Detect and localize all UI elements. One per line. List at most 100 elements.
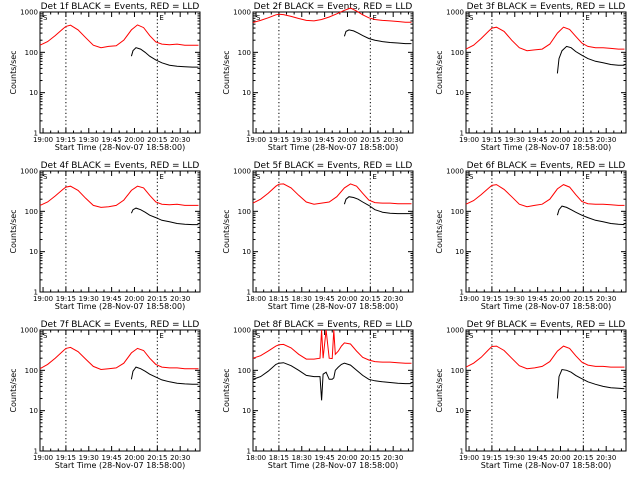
x-tick-label: 19:15 <box>269 136 289 144</box>
y-tick-label: 10 <box>242 407 251 415</box>
x-tick-label: 19:30 <box>79 454 99 462</box>
x-tick-label: 18:30 <box>292 454 312 462</box>
y-tick-label: 1 <box>460 448 464 456</box>
x-tick-label: 20:00 <box>550 454 570 462</box>
y-axis-label: Counts/sec <box>435 368 444 412</box>
x-tick-label: 19:30 <box>292 136 312 144</box>
time-marker-label: S <box>43 173 48 181</box>
x-tick-label: 19:45 <box>102 136 122 144</box>
series-lld <box>39 24 199 49</box>
x-tick-label: 20:30 <box>383 454 403 462</box>
y-axis-label: Counts/sec <box>9 209 18 253</box>
series-lld <box>39 185 199 208</box>
panel-title: Det 4f BLACK = Events, RED = LLD <box>41 161 200 171</box>
time-marker-label: E <box>159 332 163 340</box>
x-tick-label: 20:30 <box>383 295 403 303</box>
series-events <box>252 362 412 401</box>
y-tick-label: 1000 <box>446 9 464 17</box>
y-tick-label: 10 <box>242 89 251 97</box>
y-tick-label: 1 <box>247 130 251 138</box>
plot-frame <box>252 11 414 134</box>
series-lld <box>252 329 412 364</box>
x-tick-label: 18:00 <box>246 295 266 303</box>
y-tick-label: 10 <box>455 407 464 415</box>
plot-frame <box>39 11 201 134</box>
x-tick-label: 19:45 <box>315 295 335 303</box>
time-marker-label: S <box>469 332 474 340</box>
x-tick-label: 20:15 <box>360 454 380 462</box>
time-marker-label: S <box>469 14 474 22</box>
time-marker-label: E <box>585 332 589 340</box>
panel-title: Det 2f BLACK = Events, RED = LLD <box>254 2 413 12</box>
x-tick-label: 20:15 <box>147 136 167 144</box>
y-tick-label: 100 <box>25 49 38 57</box>
y-tick-label: 1 <box>247 448 251 456</box>
x-axis-label: Start Time (28-Nov-07 18:58:00) <box>481 143 611 152</box>
y-axis-label: Counts/sec <box>9 50 18 94</box>
plot-frame <box>465 11 627 134</box>
panel-det-6: Det 6f BLACK = Events, RED = LLD 1 10 100 10… <box>435 161 627 311</box>
x-tick-label: 20:15 <box>147 295 167 303</box>
panel-det-1: Det 1f BLACK = Events, RED = LLD 1 10 100 10… <box>9 2 201 152</box>
x-tick-label: 20:00 <box>550 295 570 303</box>
x-axis-label: Start Time (28-Nov-07 18:58:00) <box>268 302 398 311</box>
time-marker-label: S <box>43 332 48 340</box>
x-tick-label: 19:00 <box>459 295 479 303</box>
x-axis-label: Start Time (28-Nov-07 18:58:00) <box>268 143 398 152</box>
time-marker-label: S <box>256 14 261 22</box>
time-marker-label: S <box>256 332 261 340</box>
y-tick-label: 10 <box>455 89 464 97</box>
series-lld <box>465 26 625 52</box>
y-tick-label: 100 <box>25 208 38 216</box>
x-tick-label: 20:30 <box>596 454 616 462</box>
x-tick-label: 18:15 <box>269 454 289 462</box>
y-axis-label: Counts/sec <box>9 368 18 412</box>
y-tick-label: 1 <box>34 130 38 138</box>
series-lld <box>39 346 199 371</box>
y-tick-label: 10 <box>242 248 251 256</box>
y-tick-label: 100 <box>451 208 464 216</box>
time-marker-label: E <box>585 173 589 181</box>
x-tick-label: 19:15 <box>56 454 76 462</box>
x-axis-label: Start Time (28-Nov-07 18:58:00) <box>55 461 185 470</box>
x-tick-label: 20:15 <box>147 454 167 462</box>
x-tick-label: 20:00 <box>337 454 357 462</box>
x-tick-label: 20:15 <box>573 295 593 303</box>
y-tick-label: 100 <box>451 49 464 57</box>
y-tick-label: 100 <box>25 367 38 375</box>
series-lld <box>252 183 412 205</box>
series-events <box>343 196 412 215</box>
series-lld <box>465 345 625 370</box>
y-tick-label: 1 <box>247 289 251 297</box>
series-lld <box>252 7 412 23</box>
y-tick-label: 100 <box>451 367 464 375</box>
x-axis-label: Start Time (28-Nov-07 18:58:00) <box>268 461 398 470</box>
x-tick-label: 18:30 <box>292 295 312 303</box>
x-tick-label: 20:15 <box>360 295 380 303</box>
x-tick-label: 19:00 <box>246 136 266 144</box>
x-tick-label: 19:00 <box>33 136 53 144</box>
panel-det-9: Det 9f BLACK = Events, RED = LLD 1 10 100 10… <box>435 320 627 470</box>
panel-det-7: Det 7f BLACK = Events, RED = LLD 1 10 100 10… <box>9 320 201 470</box>
x-tick-label: 20:15 <box>360 136 380 144</box>
y-axis-label: Counts/sec <box>435 50 444 94</box>
x-tick-label: 20:00 <box>550 136 570 144</box>
x-axis-label: Start Time (28-Nov-07 18:58:00) <box>55 143 185 152</box>
x-tick-label: 20:00 <box>337 136 357 144</box>
x-axis-label: Start Time (28-Nov-07 18:58:00) <box>481 302 611 311</box>
x-tick-label: 19:30 <box>505 295 525 303</box>
y-tick-label: 1000 <box>446 168 464 176</box>
panel-title: Det 6f BLACK = Events, RED = LLD <box>467 161 626 171</box>
x-tick-label: 20:30 <box>170 295 190 303</box>
panel-title: Det 5f BLACK = Events, RED = LLD <box>254 161 413 171</box>
x-tick-label: 19:45 <box>528 295 548 303</box>
y-tick-label: 100 <box>238 367 251 375</box>
x-tick-label: 20:30 <box>170 136 190 144</box>
time-marker-label: E <box>159 173 163 181</box>
x-tick-label: 20:30 <box>383 136 403 144</box>
plot-frame <box>39 329 201 452</box>
x-tick-label: 19:45 <box>102 454 122 462</box>
x-tick-label: 20:30 <box>596 295 616 303</box>
y-tick-label: 100 <box>238 208 251 216</box>
